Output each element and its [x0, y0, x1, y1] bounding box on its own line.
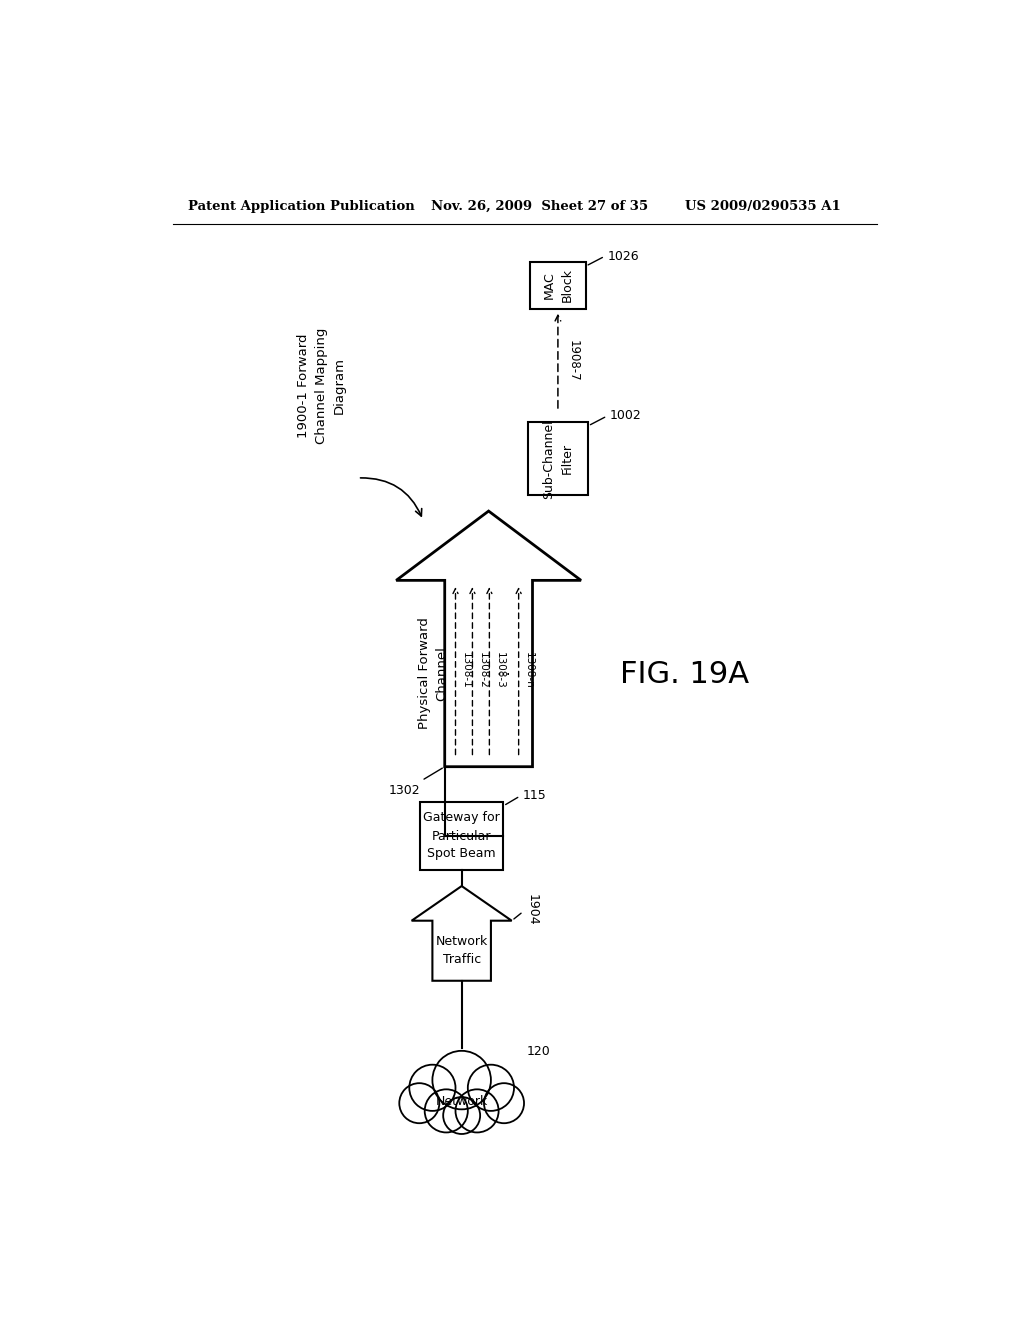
Circle shape: [456, 1089, 499, 1133]
Circle shape: [468, 1065, 514, 1111]
Text: 1308-3: 1308-3: [495, 652, 505, 689]
Circle shape: [443, 1097, 480, 1134]
Text: 1308-2: 1308-2: [478, 652, 487, 689]
Text: Patent Application Publication: Patent Application Publication: [188, 199, 415, 213]
Circle shape: [432, 1051, 490, 1109]
Text: 1900-1 Forward
Channel Mapping
Diagram: 1900-1 Forward Channel Mapping Diagram: [297, 327, 346, 444]
Text: 120: 120: [527, 1045, 551, 1059]
Text: 1302: 1302: [388, 784, 420, 797]
Text: 1308-1: 1308-1: [461, 652, 471, 689]
Circle shape: [399, 1084, 439, 1123]
Text: FIG. 19A: FIG. 19A: [621, 660, 750, 689]
Text: 1026: 1026: [607, 249, 639, 263]
Bar: [530, 263, 586, 309]
Text: ...: ...: [497, 664, 511, 678]
Text: MAC
Block: MAC Block: [543, 268, 573, 302]
Text: Physical Forward
Channel: Physical Forward Channel: [418, 618, 449, 730]
Text: Network
Traffic: Network Traffic: [435, 936, 487, 966]
Text: Network: Network: [435, 1096, 487, 1109]
Bar: [420, 803, 503, 870]
Text: Nov. 26, 2009  Sheet 27 of 35: Nov. 26, 2009 Sheet 27 of 35: [431, 199, 648, 213]
Text: 1308-n: 1308-n: [524, 652, 535, 689]
Text: 1908-7: 1908-7: [566, 341, 580, 381]
Text: Gateway for
Particular
Spot Beam: Gateway for Particular Spot Beam: [423, 812, 500, 861]
Circle shape: [410, 1065, 456, 1111]
Text: Sub-Channel
Filter: Sub-Channel Filter: [543, 418, 573, 499]
Circle shape: [425, 1089, 468, 1133]
Circle shape: [484, 1084, 524, 1123]
Bar: [528, 422, 588, 495]
Text: US 2009/0290535 A1: US 2009/0290535 A1: [685, 199, 841, 213]
Text: 1002: 1002: [609, 409, 641, 422]
Text: 1904: 1904: [525, 894, 539, 925]
Text: 115: 115: [522, 789, 546, 803]
